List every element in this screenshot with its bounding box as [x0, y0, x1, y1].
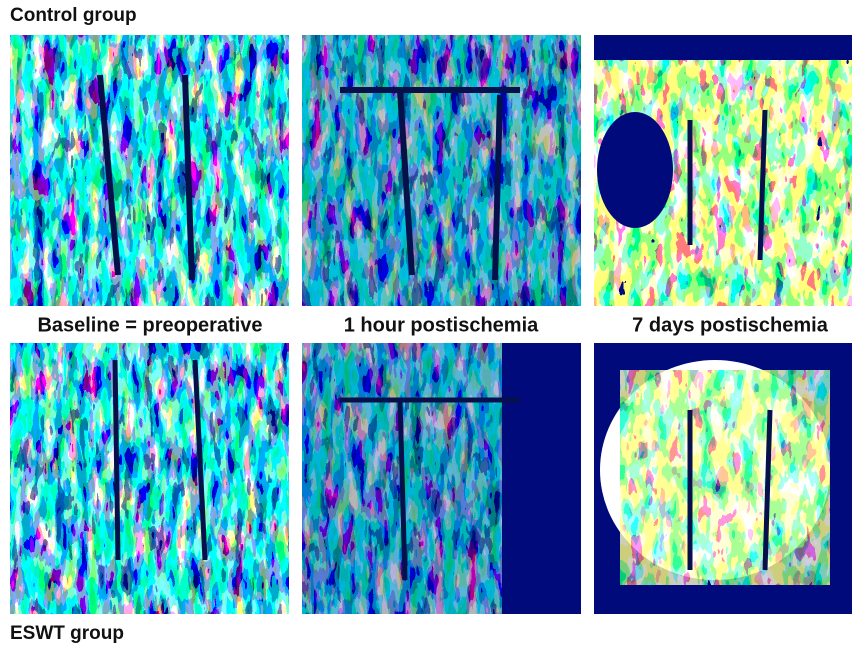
- panel-label: 1 hour postischemia: [344, 314, 539, 336]
- panel-label: Baseline = preoperative: [37, 314, 262, 336]
- dark-region: [597, 112, 673, 228]
- group-title: Control group: [10, 5, 137, 26]
- perfusion-overlay: [10, 343, 289, 614]
- labels: Baseline = preoperative 1 hour postische…: [37, 314, 828, 336]
- page: Control group Baseline = preoperative 1 …: [0, 0, 858, 648]
- perfusion-overlay: [620, 370, 830, 585]
- group-title: ESWT group: [10, 623, 124, 644]
- perfusion-overlay: [10, 35, 289, 306]
- row-control: [10, 35, 852, 306]
- panel-label: 7 days postischemia: [632, 314, 829, 336]
- figure: Control group Baseline = preoperative 1 …: [0, 0, 858, 648]
- row-eswt: [10, 343, 852, 614]
- perfusion-overlay: [302, 35, 581, 306]
